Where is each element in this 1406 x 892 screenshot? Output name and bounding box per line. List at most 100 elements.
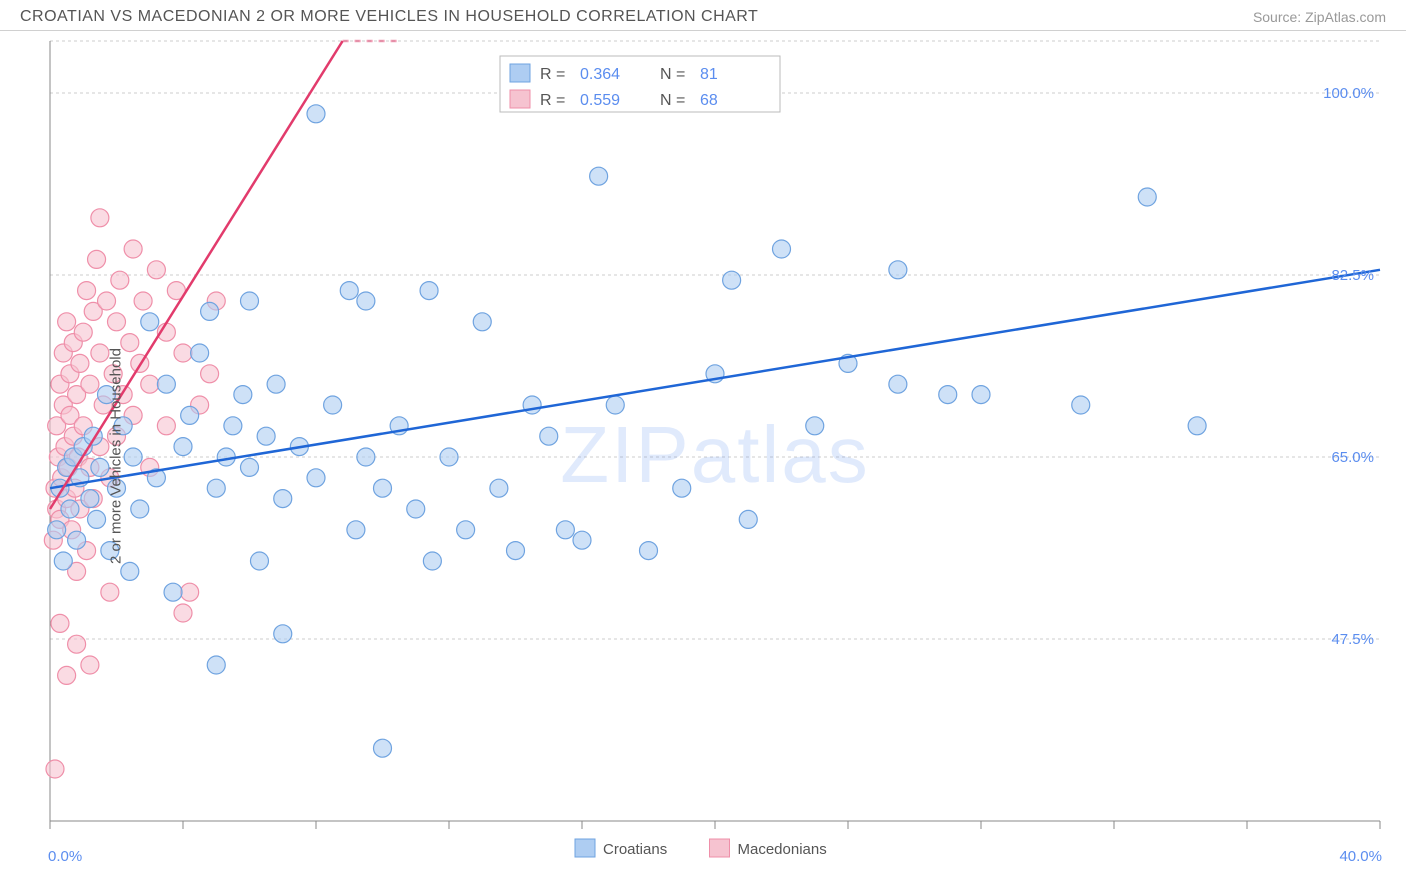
scatter-point <box>201 302 219 320</box>
scatter-point <box>157 375 175 393</box>
scatter-point <box>490 479 508 497</box>
scatter-point <box>101 583 119 601</box>
scatter-point <box>407 500 425 518</box>
scatter-point <box>440 448 458 466</box>
scatter-point <box>939 386 957 404</box>
scatter-point <box>1188 417 1206 435</box>
scatter-point <box>58 313 76 331</box>
scatter-point <box>457 521 475 539</box>
scatter-point <box>556 521 574 539</box>
legend-bottom-swatch <box>575 839 595 857</box>
scatter-point <box>207 656 225 674</box>
scatter-point <box>68 531 86 549</box>
chart-header: CROATIAN VS MACEDONIAN 2 OR MORE VEHICLE… <box>0 0 1406 31</box>
scatter-point <box>374 479 392 497</box>
legend-r-label: R = <box>540 66 565 83</box>
scatter-point <box>423 552 441 570</box>
scatter-point <box>81 375 99 393</box>
scatter-point <box>48 521 66 539</box>
scatter-point <box>181 406 199 424</box>
y-tick-label: 47.5% <box>1331 631 1374 648</box>
scatter-point <box>91 458 109 476</box>
scatter-point <box>164 583 182 601</box>
scatter-point <box>58 666 76 684</box>
source-attribution: Source: ZipAtlas.com <box>1253 9 1386 25</box>
scatter-point <box>274 625 292 643</box>
x-tick-label: 40.0% <box>1339 848 1382 865</box>
y-tick-label: 65.0% <box>1331 449 1374 466</box>
x-tick-label: 0.0% <box>48 848 82 865</box>
legend-n-value: 81 <box>700 66 718 83</box>
legend-r-value: 0.364 <box>580 66 620 83</box>
source-name: ZipAtlas.com <box>1305 9 1386 25</box>
scatter-point <box>54 552 72 570</box>
scatter-point <box>61 500 79 518</box>
scatter-point <box>181 583 199 601</box>
scatter-point <box>108 313 126 331</box>
scatter-point <box>573 531 591 549</box>
scatter-point <box>88 250 106 268</box>
scatter-point <box>141 375 159 393</box>
scatter-point <box>972 386 990 404</box>
scatter-point <box>241 292 259 310</box>
legend-swatch <box>510 90 530 108</box>
scatter-point <box>174 344 192 362</box>
scatter-point <box>121 562 139 580</box>
legend-n-label: N = <box>660 66 685 83</box>
scatter-point <box>324 396 342 414</box>
scatter-point <box>590 167 608 185</box>
scatter-point <box>46 760 64 778</box>
scatter-point <box>141 313 159 331</box>
scatter-point <box>111 271 129 289</box>
scatter-point <box>274 490 292 508</box>
y-tick-label: 82.5% <box>1331 267 1374 284</box>
scatter-point <box>1138 188 1156 206</box>
scatter-point <box>640 542 658 560</box>
scatter-point <box>98 292 116 310</box>
scatter-point <box>307 469 325 487</box>
legend-swatch <box>510 64 530 82</box>
scatter-point <box>357 448 375 466</box>
scatter-point <box>124 240 142 258</box>
scatter-point <box>473 313 491 331</box>
scatter-chart: ZIPatlas47.5%65.0%82.5%100.0%0.0%40.0%R … <box>0 31 1406 881</box>
scatter-point <box>71 354 89 372</box>
scatter-point <box>357 292 375 310</box>
scatter-point <box>540 427 558 445</box>
scatter-point <box>889 375 907 393</box>
scatter-point <box>224 417 242 435</box>
scatter-point <box>257 427 275 445</box>
y-tick-label: 100.0% <box>1323 85 1374 102</box>
scatter-point <box>267 375 285 393</box>
scatter-point <box>131 500 149 518</box>
scatter-point <box>124 448 142 466</box>
scatter-point <box>241 458 259 476</box>
scatter-point <box>1072 396 1090 414</box>
scatter-point <box>174 604 192 622</box>
scatter-point <box>68 635 86 653</box>
scatter-point <box>51 614 69 632</box>
scatter-point <box>739 510 757 528</box>
scatter-point <box>347 521 365 539</box>
legend-r-value: 0.559 <box>580 92 620 109</box>
scatter-point <box>723 271 741 289</box>
scatter-point <box>234 386 252 404</box>
scatter-point <box>606 396 624 414</box>
scatter-point <box>374 739 392 757</box>
scatter-point <box>91 209 109 227</box>
scatter-point <box>147 261 165 279</box>
scatter-point <box>81 656 99 674</box>
scatter-point <box>806 417 824 435</box>
source-prefix: Source: <box>1253 9 1305 25</box>
legend-n-value: 68 <box>700 92 718 109</box>
scatter-point <box>340 282 358 300</box>
scatter-point <box>507 542 525 560</box>
scatter-point <box>201 365 219 383</box>
legend-bottom-label: Croatians <box>603 841 667 858</box>
legend-bottom-swatch <box>710 839 730 857</box>
chart-container: 2 or more Vehicles in Household ZIPatlas… <box>0 31 1406 881</box>
scatter-point <box>134 292 152 310</box>
scatter-point <box>889 261 907 279</box>
scatter-point <box>307 105 325 123</box>
scatter-point <box>191 344 209 362</box>
